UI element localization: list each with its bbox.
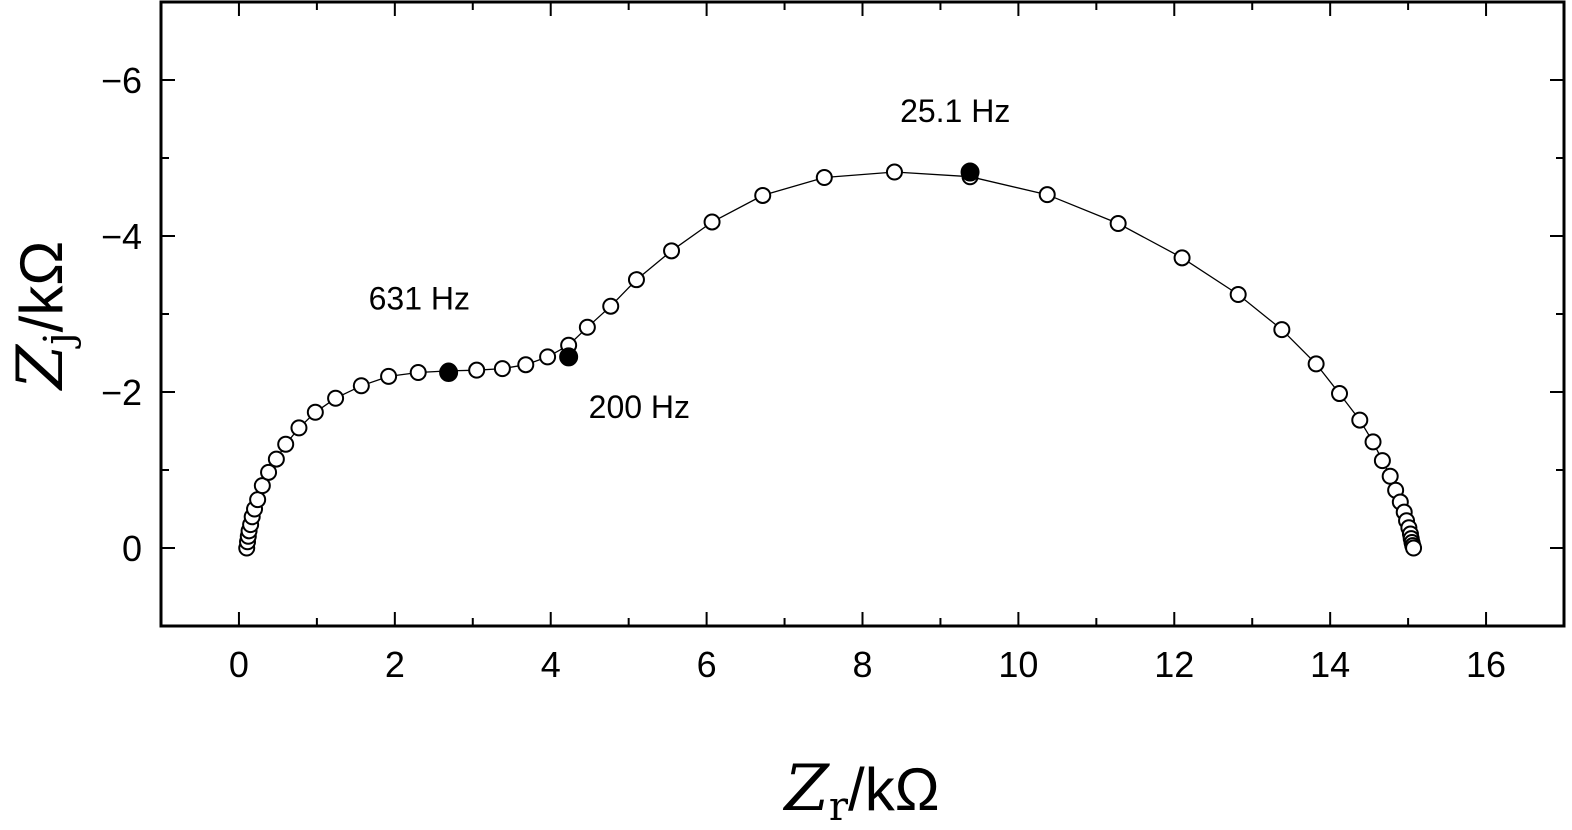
y-axis-subscript: j [36, 332, 82, 348]
x-tick-label: 12 [1154, 644, 1194, 685]
data-point [539, 348, 557, 366]
data-point [1273, 321, 1291, 339]
data-point [663, 242, 681, 260]
axis-ticks [160, 1, 1565, 627]
data-point [1364, 433, 1382, 451]
series-line [246, 171, 1415, 549]
x-axis-symbol: Z [782, 752, 830, 826]
data-point [352, 377, 370, 395]
data-point [267, 450, 285, 468]
data-point [468, 361, 486, 379]
data-point [1229, 286, 1247, 303]
data-point [1351, 411, 1369, 429]
data-point [703, 213, 721, 231]
y-axis-label: Zj/kΩ [4, 241, 82, 391]
y-tick-label: −2 [101, 372, 142, 413]
data-point [1307, 355, 1325, 373]
y-tick-label: −6 [101, 60, 142, 101]
x-tick-label: 6 [697, 644, 717, 685]
data-point [1373, 452, 1391, 470]
data-point [1173, 249, 1191, 267]
data-point [1038, 186, 1056, 204]
annotation-label: 631 Hz [369, 281, 470, 317]
x-tick-label: 14 [1310, 644, 1350, 685]
data-point [578, 318, 596, 336]
data-point [1331, 385, 1349, 403]
x-axis-unit: /kΩ [848, 756, 940, 823]
data-point [260, 463, 278, 481]
data-point [493, 360, 511, 378]
x-axis-label: Zr/kΩ [782, 752, 939, 830]
data-point [409, 364, 427, 381]
x-tick-label: 4 [541, 644, 561, 685]
data-point [885, 163, 903, 181]
data-point [754, 186, 772, 204]
data-point [249, 491, 267, 509]
data-point [1381, 467, 1399, 485]
data-point-highlighted [439, 363, 459, 382]
y-axis-symbol: Z [4, 343, 78, 391]
x-tick-label: 10 [998, 644, 1038, 685]
y-tick-label: −4 [101, 216, 142, 257]
data-point [517, 356, 535, 374]
x-tick-label: 2 [385, 644, 405, 685]
data-point [380, 367, 398, 385]
data-point-highlighted [559, 347, 579, 367]
annotation-label: 25.1 Hz [900, 93, 1010, 129]
frequency-annotations: 25.1 Hz 631 Hz 200 Hz [369, 93, 1011, 425]
x-tick-label: 16 [1466, 644, 1506, 685]
data-point [602, 297, 620, 315]
data-point [627, 271, 645, 289]
data-point [1109, 215, 1127, 233]
data-point [815, 169, 833, 186]
data-point [327, 389, 345, 407]
y-axis-unit: /kΩ [8, 241, 75, 333]
data-point-highlighted [960, 162, 980, 182]
annotation-label: 200 Hz [589, 389, 690, 425]
x-tick-label: 0 [229, 644, 249, 685]
data-points [238, 162, 1423, 557]
data-point [306, 403, 324, 421]
data-point [277, 435, 295, 453]
axis-tick-labels: 0 2 4 6 8 10 12 14 16 0 −2 −4 −6 [101, 60, 1506, 685]
x-axis-subscript: r [829, 784, 849, 830]
x-tick-label: 8 [852, 644, 872, 685]
data-point [1405, 539, 1423, 557]
data-point [290, 419, 308, 437]
y-tick-label: 0 [122, 528, 142, 569]
